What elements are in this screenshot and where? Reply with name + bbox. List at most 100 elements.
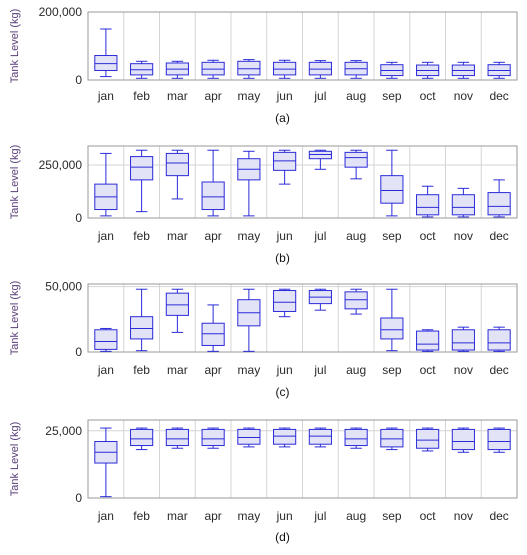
x-tick-label: jul (313, 229, 326, 243)
box-sep (380, 149, 404, 217)
box-iqr (487, 428, 511, 451)
y-tick-label: 0 (75, 73, 82, 87)
box-jul (308, 427, 332, 448)
y-axis-title: Tank Level (kg) (9, 145, 21, 220)
box-iqr (165, 428, 189, 447)
y-tick-label: 0 (75, 491, 82, 505)
x-tick-label: sep (382, 509, 402, 523)
x-tick-label: nov (454, 363, 473, 377)
box-jan (94, 152, 118, 217)
box-iqr (487, 192, 511, 216)
x-tick-label: aug (346, 509, 366, 523)
box-iqr (416, 428, 440, 449)
x-tick-label: apr (204, 89, 221, 103)
y-axis-title: Tank Level (kg) (9, 281, 21, 356)
x-tick-label: jul (313, 509, 326, 523)
box-oct (416, 185, 440, 218)
box-apr (201, 149, 225, 217)
y-tick-label: 0 (75, 345, 82, 359)
plot-frame (87, 419, 518, 499)
box-iqr (416, 330, 440, 351)
x-tick-label: mar (167, 89, 188, 103)
x-tick-label: jul (313, 363, 326, 377)
y-axis-title: Tank Level (kg) (9, 9, 21, 84)
plot-frame (87, 145, 518, 219)
box-dec (487, 179, 511, 218)
x-tick-label: jan (97, 363, 114, 377)
box-jun (273, 59, 297, 79)
x-tick-label: feb (133, 229, 150, 243)
x-tick-label: apr (204, 509, 221, 523)
box-apr (201, 59, 225, 79)
x-tick-label: dec (489, 89, 508, 103)
box-aug (344, 288, 368, 315)
plot-frame (87, 283, 518, 353)
x-tick-label: oct (420, 89, 437, 103)
box-jul (308, 149, 332, 170)
box-dec (487, 326, 511, 352)
x-tick-label: feb (133, 509, 150, 523)
box-feb (130, 60, 154, 79)
box-nov (451, 61, 475, 79)
box-iqr (451, 428, 475, 451)
box-feb (130, 427, 154, 451)
box-iqr (380, 317, 404, 340)
x-tick-label: apr (204, 229, 221, 243)
box-may (237, 288, 261, 352)
box-iqr (237, 428, 261, 445)
box-iqr (273, 61, 297, 76)
x-tick-label: nov (454, 89, 473, 103)
panel-caption: (d) (275, 530, 290, 544)
x-tick-label: sep (382, 229, 402, 243)
box-iqr (451, 329, 475, 351)
box-may (237, 427, 261, 448)
x-tick-label: jan (97, 509, 114, 523)
box-iqr (201, 181, 225, 211)
chart-panel-2: 0 250,000 Tank Level (kg) jan feb mar apr may ju… (9, 145, 518, 265)
box-apr (201, 304, 225, 352)
box-iqr (344, 151, 368, 168)
box-iqr (201, 322, 225, 346)
box-jan (94, 28, 118, 78)
box-iqr (273, 428, 297, 445)
box-iqr (273, 290, 297, 312)
box-iqr (308, 61, 332, 76)
box-iqr (130, 316, 154, 340)
box-mar (165, 60, 189, 79)
chart-panel-3: 0 50,000 Tank Level (kg) jan feb mar apr may jun… (9, 280, 518, 399)
x-tick-label: may (238, 363, 261, 377)
box-dec (487, 61, 511, 79)
x-tick-label: sep (382, 89, 402, 103)
panel-caption: (b) (275, 251, 290, 265)
box-iqr (94, 329, 118, 350)
box-jul (308, 60, 332, 79)
box-oct (416, 427, 440, 452)
box-may (237, 150, 261, 217)
box-jan (94, 427, 118, 498)
box-oct (416, 61, 440, 79)
x-tick-label: may (238, 229, 261, 243)
box-iqr (487, 329, 511, 351)
x-tick-label: sep (382, 363, 402, 377)
x-tick-label: jun (276, 229, 293, 243)
x-tick-label: dec (489, 229, 508, 243)
x-tick-label: may (238, 89, 261, 103)
box-iqr (308, 428, 332, 445)
x-tick-label: jul (313, 89, 326, 103)
box-aug (344, 427, 368, 449)
box-sep (380, 61, 404, 79)
x-tick-label: apr (204, 363, 221, 377)
box-iqr (201, 428, 225, 447)
x-tick-label: mar (167, 509, 188, 523)
y-tick-label: 25,000 (45, 424, 82, 438)
chart-panel-4: 0 25,000 Tank Level (kg) jan feb mar apr may jun… (9, 419, 518, 544)
plot-frame (87, 11, 518, 81)
box-iqr (130, 63, 154, 76)
x-tick-label: aug (346, 89, 366, 103)
box-nov (451, 427, 475, 453)
box-iqr (380, 428, 404, 448)
x-tick-label: jun (276, 509, 293, 523)
x-tick-label: jun (276, 363, 293, 377)
x-tick-label: mar (167, 229, 188, 243)
